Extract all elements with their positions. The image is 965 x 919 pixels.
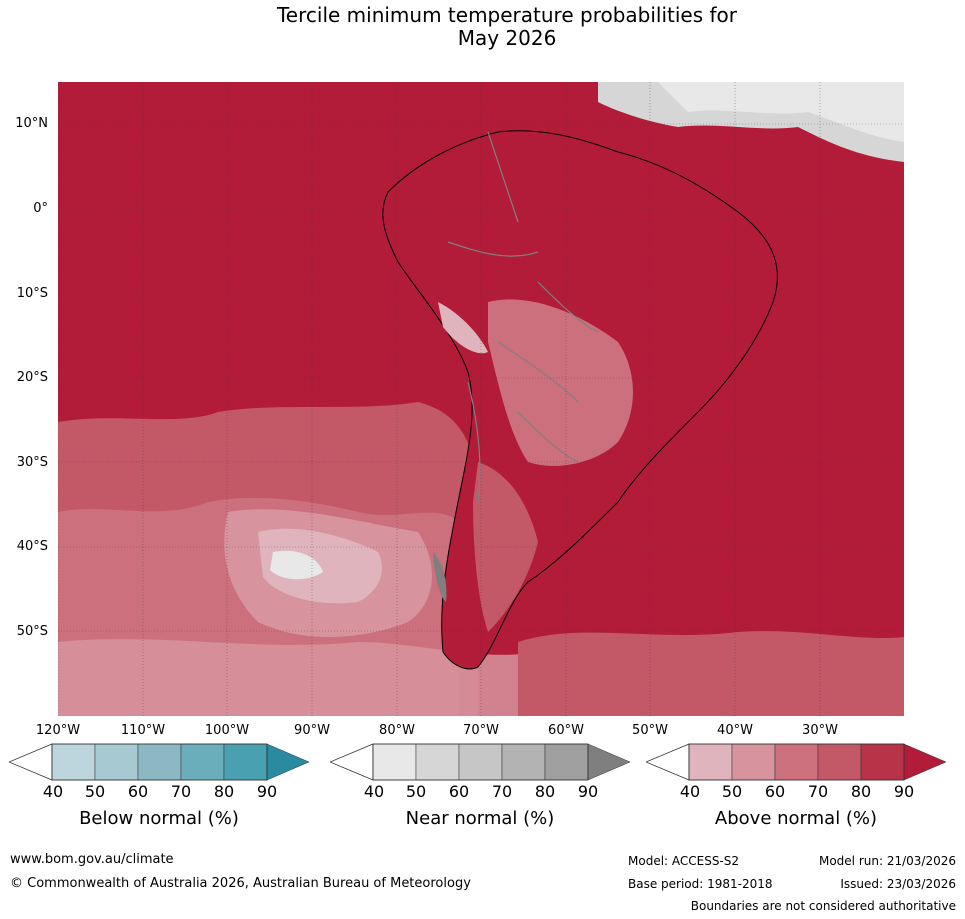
lat-label-20s: 20°S [16,370,48,385]
colorbar-above-normal [646,743,947,781]
above-tick-70: 70 [807,782,829,801]
above-swatch-60 [774,743,819,781]
lon-label-70w: 70°W [463,723,499,738]
near-swatch-50 [415,743,460,781]
graticule [58,82,904,716]
above-tick-50: 50 [721,782,743,801]
near-tick-90: 90 [577,782,599,801]
above-swatch-40 [688,743,733,781]
lat-label-30s: 30°S [16,455,48,470]
near-under-triangle [330,743,374,781]
above-tick-40: 40 [679,782,701,801]
above-swatch-50 [731,743,776,781]
boundaries-disclaimer: Boundaries are not considered authoritat… [690,899,956,913]
map-canvas [58,82,904,716]
lat-label-0: 0° [33,201,48,216]
near-swatch-40 [372,743,417,781]
title-line-2: May 2026 [457,26,557,50]
below-swatch-50 [94,743,139,781]
colorbar-near-normal [330,743,631,781]
below-swatch-60 [137,743,182,781]
near-tick-60: 60 [448,782,470,801]
above-over-triangle [903,743,947,781]
lon-label-110w: 110°W [120,723,166,738]
below-under-triangle [9,743,53,781]
lat-label-10s: 10°S [16,286,48,301]
lat-label-50s: 50°S [16,624,48,639]
below-swatch-70 [180,743,225,781]
lon-label-100w: 100°W [204,723,250,738]
issued-text: Issued: 23/03/2026 [840,877,956,891]
above-40-atlantic [658,82,904,142]
near-swatch-80 [544,743,589,781]
above-normal-label: Above normal (%) [714,808,878,829]
near-normal-patagonia [433,552,447,602]
lon-label-80w: 80°W [379,723,415,738]
below-over-triangle [266,743,310,781]
lon-label-40w: 40°W [717,723,753,738]
map-title: Tercile minimum temperature probabilitie… [0,4,965,50]
lat-label-10n: 10°N [15,116,48,131]
base-period-text: Base period: 1981-2018 [628,877,773,891]
below-tick-40: 40 [42,782,64,801]
model-run-text: Model run: 21/03/2026 [818,854,956,868]
colorbar-below-normal [9,743,310,781]
model-text: Model: ACCESS-S2 [628,854,740,868]
near-tick-70: 70 [491,782,513,801]
below-tick-50: 50 [84,782,106,801]
below-tick-70: 70 [170,782,192,801]
below-swatch-40 [51,743,96,781]
above-swatch-70 [817,743,862,781]
near-over-triangle [587,743,631,781]
below-normal-label: Below normal (%) [79,808,239,829]
below-tick-60: 60 [127,782,149,801]
above-tick-80: 80 [850,782,872,801]
lon-label-30w: 30°W [802,723,838,738]
near-tick-40: 40 [363,782,385,801]
above-under-triangle [646,743,690,781]
country-boundaries [447,131,599,503]
near-tick-80: 80 [534,782,556,801]
above-tick-60: 60 [764,782,786,801]
website-link[interactable]: www.bom.gov.au/climate [10,852,174,867]
above-60-interior [488,299,633,466]
probability-map [58,82,904,716]
above-tick-90: 90 [893,782,915,801]
lon-label-50w: 50°W [632,723,668,738]
near-40-region-south [270,550,323,580]
lon-label-90w: 90°W [294,723,330,738]
near-swatch-60 [458,743,503,781]
near-tick-50: 50 [405,782,427,801]
below-tick-90: 90 [256,782,278,801]
copyright-text: © Commonwealth of Australia 2026, Austra… [10,876,471,891]
below-swatch-80 [223,743,268,781]
lon-label-60w: 60°W [548,723,584,738]
lon-label-120w: 120°W [35,723,81,738]
above-70-east-pacific [518,630,904,716]
title-line-1: Tercile minimum temperature probabilitie… [276,3,738,27]
above-50-andes [438,302,488,354]
below-tick-80: 80 [213,782,235,801]
near-normal-label: Near normal (%) [405,808,555,829]
above-swatch-80 [860,743,905,781]
lat-label-40s: 40°S [16,539,48,554]
near-swatch-70 [501,743,546,781]
